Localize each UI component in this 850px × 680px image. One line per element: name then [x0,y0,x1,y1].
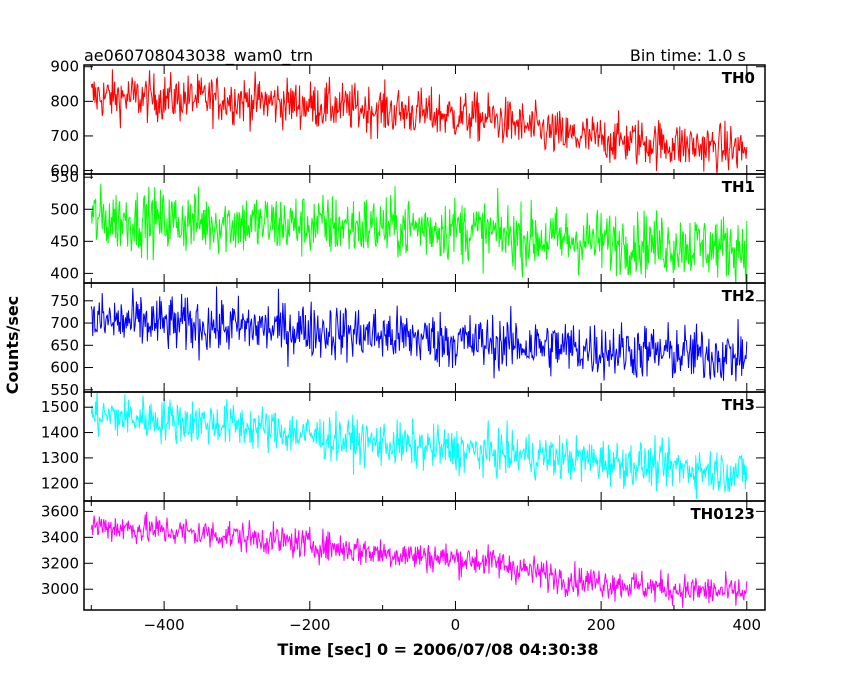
y-tick-label: 650 [50,336,79,354]
x-axis-label: Time [sec] 0 = 2006/07/08 04:30:38 [277,640,598,659]
y-tick-label: 3600 [41,502,79,520]
y-tick-label: 800 [50,92,79,110]
panel-th0: 600 700 800 900 TH0 [50,58,766,180]
y-tick-label: 3200 [41,554,79,572]
panel-name-th0: TH0 [722,69,755,87]
series-th0123 [90,511,748,608]
x-tick-label: 0 [451,616,461,634]
x-tick-label: 200 [587,616,616,634]
series-th1 [90,184,748,283]
x-tick-label: −200 [289,616,330,634]
y-tick-label: 550 [50,168,79,186]
x-axis: −400 −200 0 200 400 [144,616,762,634]
y-axis-label: Counts/sec [3,296,22,394]
y-tick-label: 3400 [41,528,79,546]
y-tick-label: 700 [50,314,79,332]
panel-name-th2: TH2 [722,287,755,305]
y-tick-label: 500 [50,200,79,218]
chart-title: ae060708043038_wam0_trn [84,46,313,66]
panels: 600700800900TH0400450500550TH15506006507… [41,58,766,611]
y-tick-label: 1200 [41,474,79,492]
panel-th2: 550 600 650 700 750 TH2 [50,282,766,399]
series-th3 [90,392,748,499]
series-th0 [90,69,748,174]
y-tick-label: 600 [50,359,79,377]
y-tick-label: 750 [50,292,79,310]
y-tick-label: 400 [50,264,79,282]
y-tick-label: 700 [50,127,79,145]
panel-th1: 400 450 500 550 TH1 [50,168,766,284]
panel-name-th3: TH3 [722,396,755,414]
y-tick-label: 1500 [41,398,79,416]
panel-frame [83,500,766,611]
y-tick-label: 600 [50,162,79,180]
y-tick-label: 1400 [41,424,79,442]
y-tick-label: 3000 [41,580,79,598]
panel-th3: 1200 1300 1400 1500 TH3 [41,391,766,502]
bin-time-label: Bin time: 1.0 s [630,46,746,65]
x-tick-label: −400 [144,616,185,634]
panel-name-th0123: TH0123 [690,505,755,523]
panel-name-th1: TH1 [722,178,755,196]
y-tick-label: 550 [50,381,79,399]
panel-th0123: 3000 3200 3400 3600 TH0123 [41,500,766,611]
series-th2 [90,286,748,382]
y-tick-label: 1300 [41,449,79,467]
x-tick-label: 400 [732,616,761,634]
y-tick-label: 900 [50,58,79,76]
y-tick-label: 450 [50,232,79,250]
